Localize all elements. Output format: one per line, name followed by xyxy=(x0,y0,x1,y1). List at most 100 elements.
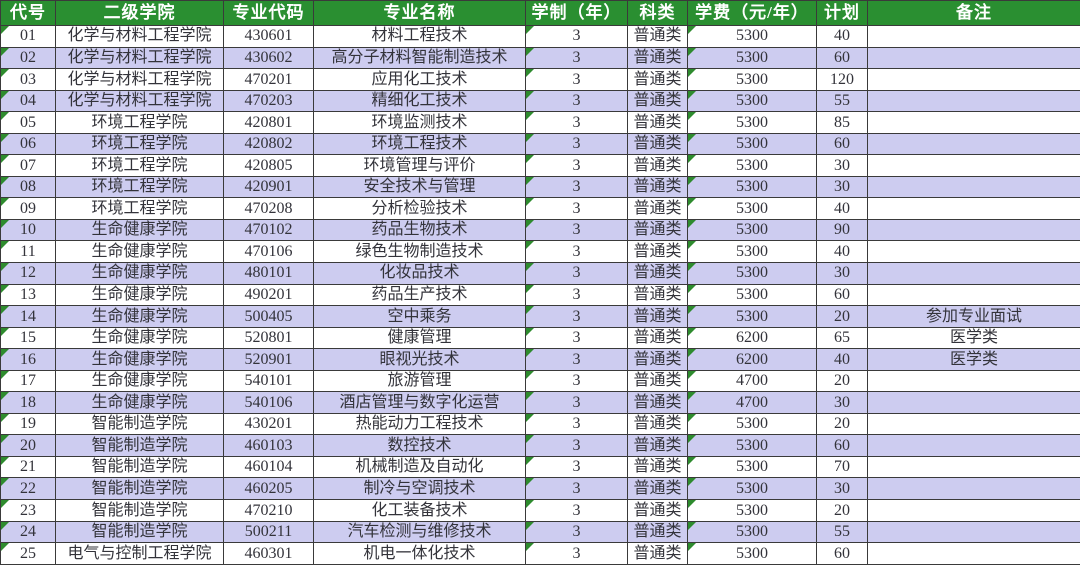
col-header-major-code[interactable]: 专业代码 xyxy=(223,0,314,26)
cell-code[interactable]: 25 xyxy=(0,542,56,565)
cell-major-name[interactable]: 酒店管理与数字化运营 xyxy=(313,391,526,414)
cell-years[interactable]: 3 xyxy=(525,542,628,565)
cell-college[interactable]: 智能制造学院 xyxy=(55,477,224,501)
cell-college[interactable]: 环境工程学院 xyxy=(55,197,224,220)
cell-major-name[interactable]: 环境监测技术 xyxy=(313,111,526,134)
cell-category[interactable]: 普通类 xyxy=(627,434,688,457)
cell-tuition[interactable]: 5300 xyxy=(687,520,817,544)
col-header-tuition[interactable]: 学费（元/年） xyxy=(687,0,817,26)
cell-plan[interactable]: 30 xyxy=(816,262,868,285)
cell-tuition[interactable]: 5300 xyxy=(687,197,817,220)
col-header-years[interactable]: 学制（年） xyxy=(525,0,628,26)
cell-plan[interactable]: 20 xyxy=(816,499,868,522)
cell-years[interactable]: 3 xyxy=(525,132,628,156)
cell-remark[interactable] xyxy=(867,434,1080,457)
cell-remark[interactable] xyxy=(867,89,1080,113)
cell-major-code[interactable]: 500405 xyxy=(223,305,314,328)
cell-college[interactable]: 生命健康学院 xyxy=(55,240,224,264)
cell-tuition[interactable]: 5300 xyxy=(687,283,817,307)
cell-years[interactable]: 3 xyxy=(525,283,628,307)
cell-major-code[interactable]: 460301 xyxy=(223,542,314,565)
col-header-code[interactable]: 代号 xyxy=(0,0,56,26)
cell-category[interactable]: 普通类 xyxy=(627,348,688,371)
cell-tuition[interactable]: 6200 xyxy=(687,326,817,350)
cell-tuition[interactable]: 5300 xyxy=(687,240,817,264)
cell-college[interactable]: 环境工程学院 xyxy=(55,132,224,156)
col-header-college[interactable]: 二级学院 xyxy=(55,0,224,26)
cell-remark[interactable] xyxy=(867,154,1080,177)
cell-years[interactable]: 3 xyxy=(525,25,628,48)
cell-remark[interactable] xyxy=(867,369,1080,393)
cell-remark[interactable] xyxy=(867,499,1080,522)
cell-major-name[interactable]: 化工装备技术 xyxy=(313,499,526,522)
cell-major-name[interactable]: 旅游管理 xyxy=(313,369,526,393)
cell-major-code[interactable]: 470210 xyxy=(223,499,314,522)
cell-major-code[interactable]: 520801 xyxy=(223,326,314,350)
cell-major-code[interactable]: 430602 xyxy=(223,46,314,70)
cell-years[interactable]: 3 xyxy=(525,154,628,177)
cell-plan[interactable]: 30 xyxy=(816,477,868,501)
cell-years[interactable]: 3 xyxy=(525,477,628,501)
cell-major-code[interactable]: 460103 xyxy=(223,434,314,457)
cell-college[interactable]: 生命健康学院 xyxy=(55,348,224,371)
cell-years[interactable]: 3 xyxy=(525,240,628,264)
cell-code[interactable]: 13 xyxy=(0,283,56,307)
cell-category[interactable]: 普通类 xyxy=(627,542,688,565)
cell-code[interactable]: 14 xyxy=(0,305,56,328)
cell-tuition[interactable]: 5300 xyxy=(687,542,817,565)
col-header-category[interactable]: 科类 xyxy=(627,0,688,26)
cell-remark[interactable] xyxy=(867,175,1080,199)
cell-major-name[interactable]: 环境管理与评价 xyxy=(313,154,526,177)
cell-college[interactable]: 生命健康学院 xyxy=(55,305,224,328)
cell-plan[interactable]: 20 xyxy=(816,369,868,393)
cell-plan[interactable]: 90 xyxy=(816,218,868,242)
cell-major-code[interactable]: 460104 xyxy=(223,455,314,479)
cell-plan[interactable]: 20 xyxy=(816,305,868,328)
cell-major-name[interactable]: 药品生物技术 xyxy=(313,218,526,242)
cell-major-code[interactable]: 420801 xyxy=(223,111,314,134)
cell-college[interactable]: 环境工程学院 xyxy=(55,154,224,177)
cell-tuition[interactable]: 5300 xyxy=(687,89,817,113)
cell-remark[interactable] xyxy=(867,132,1080,156)
cell-major-name[interactable]: 健康管理 xyxy=(313,326,526,350)
cell-major-name[interactable]: 应用化工技术 xyxy=(313,68,526,91)
cell-years[interactable]: 3 xyxy=(525,218,628,242)
cell-college[interactable]: 生命健康学院 xyxy=(55,283,224,307)
cell-college[interactable]: 智能制造学院 xyxy=(55,434,224,457)
cell-remark[interactable] xyxy=(867,111,1080,134)
cell-major-code[interactable]: 470102 xyxy=(223,218,314,242)
cell-code[interactable]: 08 xyxy=(0,175,56,199)
cell-plan[interactable]: 20 xyxy=(816,412,868,436)
cell-tuition[interactable]: 5300 xyxy=(687,455,817,479)
cell-plan[interactable]: 40 xyxy=(816,25,868,48)
cell-major-name[interactable]: 化妆品技术 xyxy=(313,262,526,285)
cell-major-code[interactable]: 480101 xyxy=(223,262,314,285)
cell-remark[interactable] xyxy=(867,391,1080,414)
cell-plan[interactable]: 70 xyxy=(816,455,868,479)
cell-tuition[interactable]: 5300 xyxy=(687,477,817,501)
cell-major-code[interactable]: 540101 xyxy=(223,369,314,393)
cell-code[interactable]: 15 xyxy=(0,326,56,350)
cell-category[interactable]: 普通类 xyxy=(627,455,688,479)
cell-major-name[interactable]: 数控技术 xyxy=(313,434,526,457)
cell-category[interactable]: 普通类 xyxy=(627,154,688,177)
cell-college[interactable]: 化学与材料工程学院 xyxy=(55,25,224,48)
cell-major-name[interactable]: 热能动力工程技术 xyxy=(313,412,526,436)
cell-tuition[interactable]: 6200 xyxy=(687,348,817,371)
cell-tuition[interactable]: 5300 xyxy=(687,305,817,328)
cell-plan[interactable]: 60 xyxy=(816,542,868,565)
col-header-major-name[interactable]: 专业名称 xyxy=(313,0,526,26)
cell-tuition[interactable]: 5300 xyxy=(687,46,817,70)
cell-major-name[interactable]: 安全技术与管理 xyxy=(313,175,526,199)
cell-remark[interactable] xyxy=(867,25,1080,48)
cell-category[interactable]: 普通类 xyxy=(627,391,688,414)
cell-remark[interactable]: 参加专业面试 xyxy=(867,305,1080,328)
cell-college[interactable]: 生命健康学院 xyxy=(55,326,224,350)
cell-years[interactable]: 3 xyxy=(525,348,628,371)
cell-college[interactable]: 生命健康学院 xyxy=(55,391,224,414)
cell-major-name[interactable]: 制冷与空调技术 xyxy=(313,477,526,501)
cell-tuition[interactable]: 4700 xyxy=(687,369,817,393)
cell-plan[interactable]: 120 xyxy=(816,68,868,91)
cell-code[interactable]: 21 xyxy=(0,455,56,479)
cell-major-name[interactable]: 精细化工技术 xyxy=(313,89,526,113)
